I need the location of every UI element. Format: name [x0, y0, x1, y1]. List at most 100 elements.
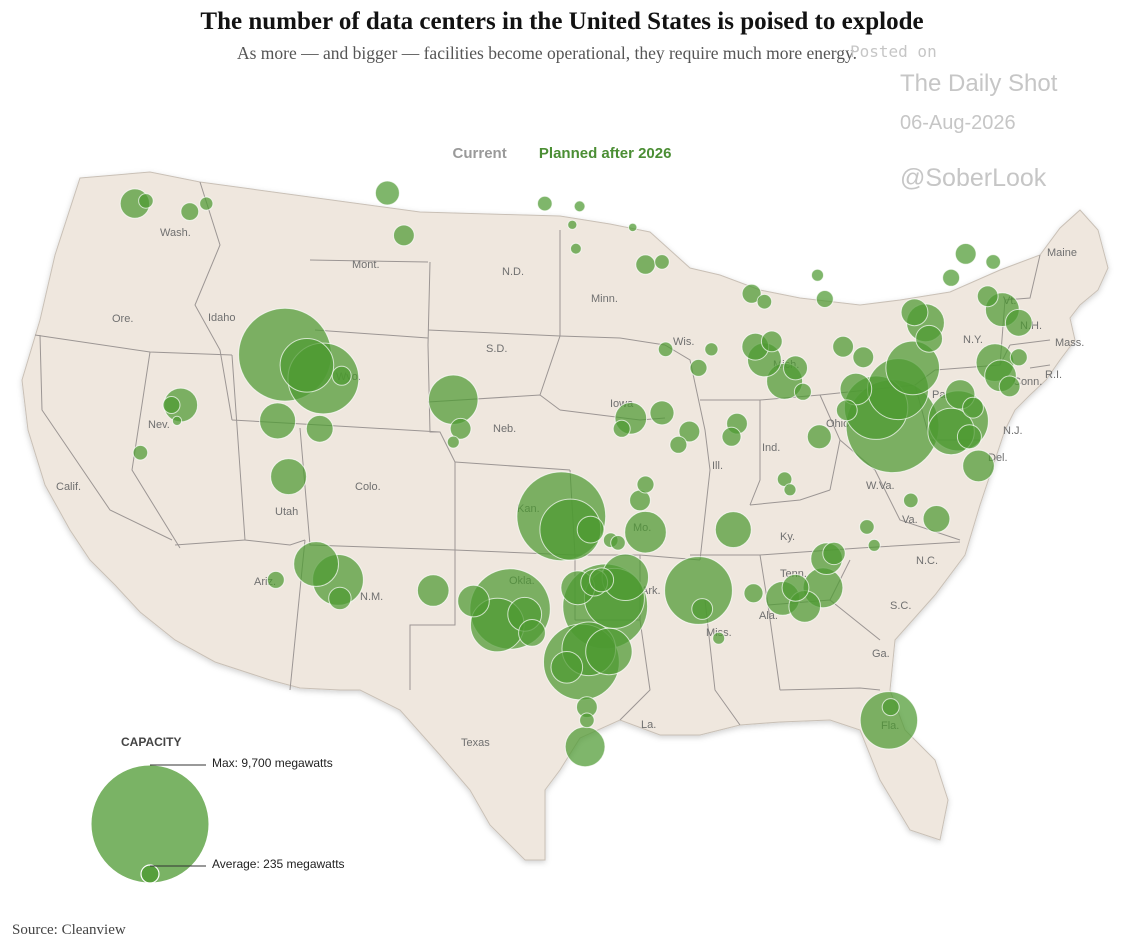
data-center-bubble[interactable]: [781, 573, 810, 602]
state-label: Ill.: [712, 460, 723, 472]
data-center-bubble[interactable]: [678, 420, 701, 443]
data-center-bubble[interactable]: [822, 541, 846, 566]
data-center-bubble[interactable]: [446, 435, 460, 449]
data-center-bubble[interactable]: [881, 698, 900, 717]
data-center-bubble[interactable]: [518, 619, 546, 647]
data-center-bubble[interactable]: [664, 556, 733, 625]
data-center-bubble[interactable]: [576, 515, 605, 544]
data-center-bubble[interactable]: [266, 570, 285, 589]
data-center-bubble[interactable]: [962, 449, 995, 483]
capacity-avg-label: Average: 235 megawatts: [212, 857, 345, 871]
data-center-bubble[interactable]: [669, 435, 688, 454]
data-center-bubble[interactable]: [416, 574, 450, 607]
data-center-bubble[interactable]: [832, 335, 854, 358]
data-center-bubble[interactable]: [815, 290, 834, 308]
data-center-bubble[interactable]: [867, 538, 881, 552]
data-center-bubble[interactable]: [835, 399, 858, 422]
data-center-bubble[interactable]: [199, 196, 214, 211]
data-center-bubble[interactable]: [783, 355, 808, 381]
data-center-bubble[interactable]: [806, 424, 832, 450]
data-center-bubble[interactable]: [915, 324, 943, 353]
data-center-bubble[interactable]: [852, 346, 875, 369]
capacity-legend-graphic: [90, 764, 210, 884]
data-center-bubble[interactable]: [180, 202, 200, 222]
state-label: Colo.: [355, 481, 381, 493]
state-label: Calif.: [56, 481, 81, 493]
data-center-bubble[interactable]: [635, 254, 656, 275]
data-center-bubble[interactable]: [859, 691, 919, 750]
data-center-bubble[interactable]: [624, 510, 667, 554]
data-center-bubble[interactable]: [976, 285, 999, 308]
data-center-bubble[interactable]: [428, 374, 479, 425]
data-center-bubble[interactable]: [741, 283, 762, 304]
data-center-bubble[interactable]: [138, 193, 154, 209]
data-center-bubble[interactable]: [691, 598, 714, 620]
data-center-bubble[interactable]: [649, 400, 675, 426]
data-center-bubble[interactable]: [903, 492, 919, 509]
data-center-bubble[interactable]: [610, 535, 626, 551]
data-center-bubble[interactable]: [942, 268, 961, 287]
data-center-bubble[interactable]: [657, 341, 674, 358]
data-center-bubble[interactable]: [537, 195, 553, 212]
data-center-bubble[interactable]: [783, 483, 797, 497]
data-center-bubble[interactable]: [956, 424, 982, 450]
data-center-bubble[interactable]: [328, 586, 352, 611]
data-center-bubble[interactable]: [885, 340, 941, 396]
data-center-bubble[interactable]: [305, 414, 334, 443]
data-center-bubble[interactable]: [900, 298, 929, 327]
data-center-bubble[interactable]: [689, 358, 708, 377]
state-label: Ohio: [826, 418, 849, 430]
data-center-bubble[interactable]: [760, 330, 783, 353]
data-center-bubble[interactable]: [331, 365, 352, 386]
data-center-bubble[interactable]: [279, 338, 335, 393]
data-center-bubble[interactable]: [712, 631, 726, 645]
legend-planned-button[interactable]: Planned after 2026: [538, 145, 672, 162]
data-center-bubble[interactable]: [654, 254, 670, 270]
data-center-bubble[interactable]: [564, 726, 606, 768]
data-center-bubble[interactable]: [714, 511, 752, 549]
data-center-bubble[interactable]: [962, 396, 984, 419]
data-center-bubble[interactable]: [393, 224, 415, 247]
data-center-bubble[interactable]: [793, 382, 812, 401]
legend-current-button[interactable]: Current: [452, 145, 507, 162]
data-center-bubble[interactable]: [612, 419, 631, 438]
data-center-bubble[interactable]: [1009, 348, 1028, 367]
data-center-bubble[interactable]: [743, 583, 764, 604]
data-center-bubble[interactable]: [270, 458, 308, 496]
data-center-bubble[interactable]: [1004, 308, 1033, 337]
data-center-bubble[interactable]: [567, 219, 578, 230]
data-center-bubble[interactable]: [922, 505, 951, 533]
state-label: Ky.: [780, 531, 795, 543]
state-label: R.I.: [1045, 369, 1062, 381]
data-center-bubble[interactable]: [756, 293, 773, 310]
data-center-bubble[interactable]: [374, 180, 400, 206]
state-label: N.D.: [502, 266, 524, 278]
data-center-bubble[interactable]: [998, 375, 1021, 398]
data-center-bubble[interactable]: [293, 541, 340, 587]
data-center-bubble[interactable]: [585, 627, 633, 676]
data-center-bubble[interactable]: [162, 396, 181, 414]
data-center-bubble[interactable]: [636, 475, 655, 494]
data-center-bubble[interactable]: [628, 222, 638, 233]
data-center-bubble[interactable]: [449, 417, 472, 440]
data-center-bubble[interactable]: [589, 567, 615, 593]
state-label: N.C.: [916, 555, 938, 567]
data-center-bubble[interactable]: [579, 712, 595, 729]
data-center-bubble[interactable]: [954, 243, 977, 265]
data-center-bubble[interactable]: [811, 268, 824, 282]
data-center-bubble[interactable]: [704, 342, 719, 357]
data-center-bubble[interactable]: [132, 444, 149, 461]
data-center-bubble[interactable]: [859, 519, 875, 535]
data-center-bubble[interactable]: [259, 402, 297, 440]
data-center-bubble[interactable]: [985, 254, 1002, 270]
state-border: [231, 354, 306, 546]
data-center-bubble[interactable]: [721, 426, 742, 447]
data-center-bubble[interactable]: [457, 584, 490, 618]
data-center-bubble[interactable]: [573, 200, 586, 213]
source-note: Source: Cleanview: [12, 922, 126, 938]
data-center-bubble[interactable]: [550, 651, 584, 684]
state-label: Ga.: [872, 648, 890, 660]
data-center-bubble[interactable]: [171, 415, 183, 426]
data-center-bubble[interactable]: [570, 242, 582, 255]
state-label: Ore.: [112, 313, 133, 325]
